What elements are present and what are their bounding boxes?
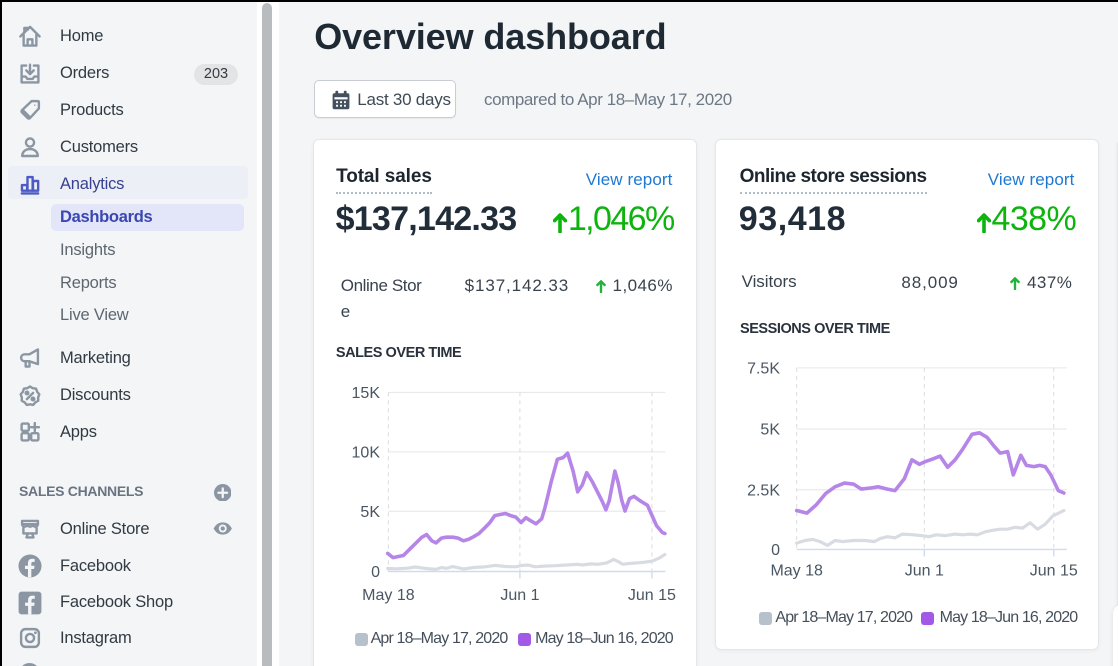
svg-text:15K: 15K <box>351 385 380 402</box>
svg-text:Jun 1: Jun 1 <box>905 563 944 580</box>
svg-text:Jun 15: Jun 15 <box>1030 563 1078 580</box>
svg-text:2.5K: 2.5K <box>747 482 780 499</box>
svg-text:7.5K: 7.5K <box>747 361 780 378</box>
svg-text:0: 0 <box>371 564 380 581</box>
svg-text:10K: 10K <box>351 445 380 462</box>
svg-text:5K: 5K <box>760 422 780 439</box>
svg-text:5K: 5K <box>360 504 380 521</box>
svg-text:May 18: May 18 <box>362 587 415 604</box>
svg-text:Jun 1: Jun 1 <box>500 587 539 604</box>
svg-text:0: 0 <box>771 542 780 559</box>
svg-text:Jun 15: Jun 15 <box>627 587 675 604</box>
svg-text:May 18: May 18 <box>770 563 823 580</box>
